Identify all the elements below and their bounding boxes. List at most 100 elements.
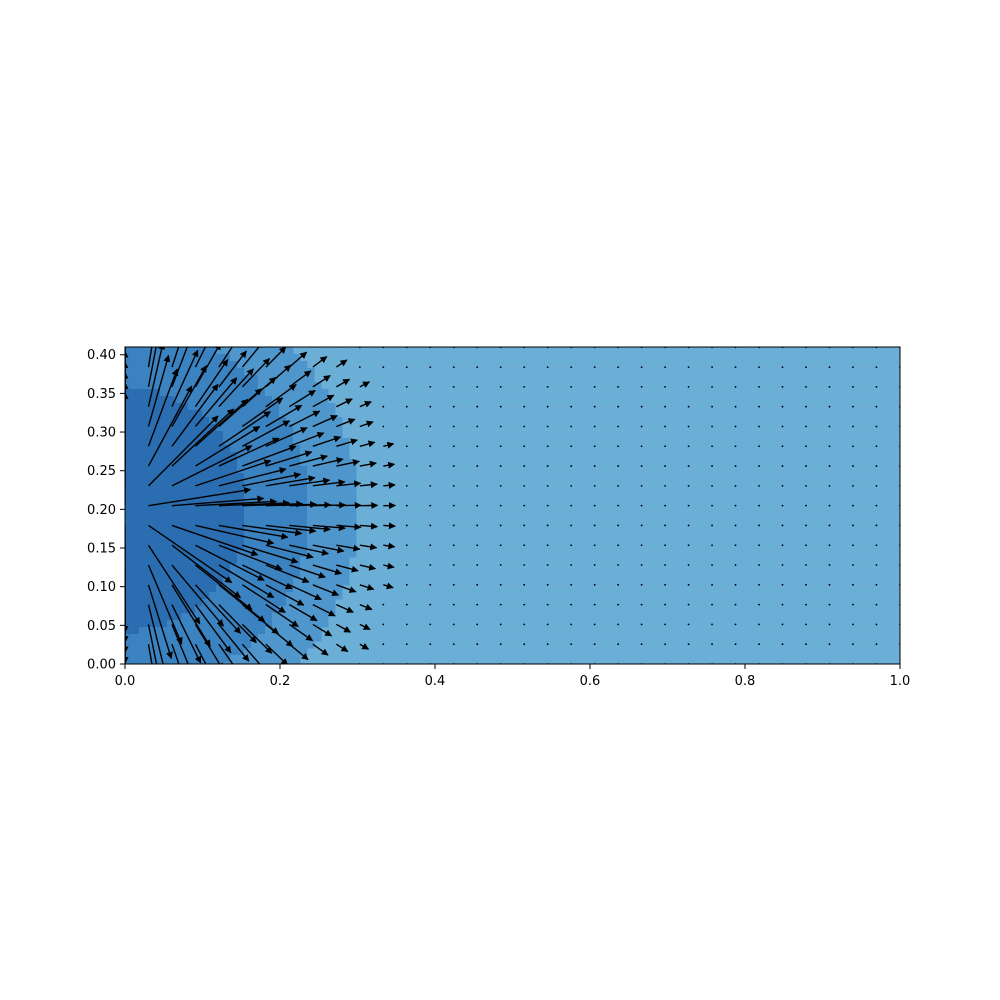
vector-dot xyxy=(781,564,784,566)
vector-dot xyxy=(711,445,713,448)
field-cell xyxy=(237,431,245,439)
field-cell xyxy=(321,389,329,397)
field-cell xyxy=(209,543,217,551)
field-cell xyxy=(202,438,210,446)
field-cell xyxy=(216,354,224,362)
field-cell xyxy=(321,620,329,628)
field-cell xyxy=(258,473,266,481)
field-cell xyxy=(125,424,133,432)
vector-dot xyxy=(499,425,502,428)
field-cell xyxy=(139,354,147,362)
vector-dot xyxy=(828,583,831,586)
field-cell xyxy=(209,466,217,474)
vector-dot xyxy=(617,544,620,547)
field-cell xyxy=(244,529,252,537)
vector-arrow xyxy=(242,584,286,614)
vector-arrow xyxy=(289,347,291,348)
field-cell xyxy=(167,508,175,516)
field-cell xyxy=(132,522,140,530)
field-cell xyxy=(188,396,196,404)
field-cell xyxy=(321,466,329,474)
field-cell xyxy=(209,613,217,621)
field-cell xyxy=(286,494,294,502)
field-cell xyxy=(244,389,252,397)
field-cell xyxy=(160,592,168,600)
field-cell xyxy=(328,522,336,530)
y-tick-label: 0.40 xyxy=(87,348,116,363)
vector-arrow xyxy=(218,467,287,487)
field-cell xyxy=(286,662,294,664)
vector-arrow xyxy=(289,564,326,579)
field-cell xyxy=(307,620,315,628)
field-cell xyxy=(272,522,280,530)
field-cell xyxy=(125,480,133,488)
field-cell xyxy=(272,592,280,600)
vector-dot xyxy=(382,366,385,369)
field-cell xyxy=(230,648,238,656)
field-cell xyxy=(209,396,217,404)
vector-dot xyxy=(476,385,479,388)
field-cell xyxy=(286,417,294,425)
vector-arrow xyxy=(383,542,396,550)
field-cell xyxy=(195,641,203,649)
vector-dot xyxy=(734,484,737,487)
field-cell xyxy=(258,459,266,467)
plot-frame xyxy=(124,346,901,665)
field-cell xyxy=(342,487,350,495)
vector-dot xyxy=(758,583,760,586)
vector-dot xyxy=(640,425,643,428)
vector-dot xyxy=(687,583,690,586)
vector-dot xyxy=(734,445,737,448)
field-cell xyxy=(286,655,294,663)
field-cell xyxy=(258,662,266,664)
field-cell xyxy=(349,515,357,523)
field-cell xyxy=(265,620,273,628)
field-cell xyxy=(216,627,224,635)
field-cell xyxy=(272,347,280,355)
field-cell xyxy=(286,354,294,362)
field-cell xyxy=(146,578,154,586)
vector-dot xyxy=(875,623,878,626)
field-cell xyxy=(244,382,252,390)
field-cell xyxy=(272,536,280,544)
field-cell xyxy=(223,396,231,404)
vector-dot xyxy=(781,603,784,606)
field-cell xyxy=(251,361,259,369)
vector-arrow xyxy=(194,347,221,388)
vector-dot xyxy=(875,445,878,448)
field-cell xyxy=(132,347,140,355)
field-cell xyxy=(125,389,133,397)
field-cell xyxy=(272,634,280,642)
field-cell xyxy=(230,634,238,642)
field-cell xyxy=(237,620,245,628)
field-cell xyxy=(216,543,224,551)
field-cell xyxy=(230,452,238,460)
field-cell xyxy=(258,375,266,383)
vector-arrow xyxy=(171,604,202,664)
vector-arrow xyxy=(265,524,317,534)
vector-arrow xyxy=(241,623,273,654)
vector-dot xyxy=(499,524,502,527)
field-cell xyxy=(125,627,133,635)
vector-arrow xyxy=(265,604,299,628)
field-cell xyxy=(300,557,308,565)
vector-dot xyxy=(382,623,385,626)
field-cell xyxy=(209,389,217,397)
field-cell xyxy=(195,634,203,642)
field-cell xyxy=(132,606,140,614)
field-cell xyxy=(251,382,259,390)
field-cell xyxy=(195,452,203,460)
field-cell xyxy=(258,550,266,558)
vector-arrow xyxy=(289,454,328,467)
field-cell xyxy=(293,368,301,376)
field-cell xyxy=(328,473,336,481)
vector-dot xyxy=(382,425,385,428)
field-cell xyxy=(307,459,315,467)
field-cell xyxy=(251,648,259,656)
vector-arrow xyxy=(147,624,158,664)
vector-dot xyxy=(711,643,713,646)
field-cell xyxy=(335,466,343,474)
field-cell xyxy=(174,354,182,362)
vector-dot xyxy=(640,385,643,388)
field-cell xyxy=(349,466,357,474)
